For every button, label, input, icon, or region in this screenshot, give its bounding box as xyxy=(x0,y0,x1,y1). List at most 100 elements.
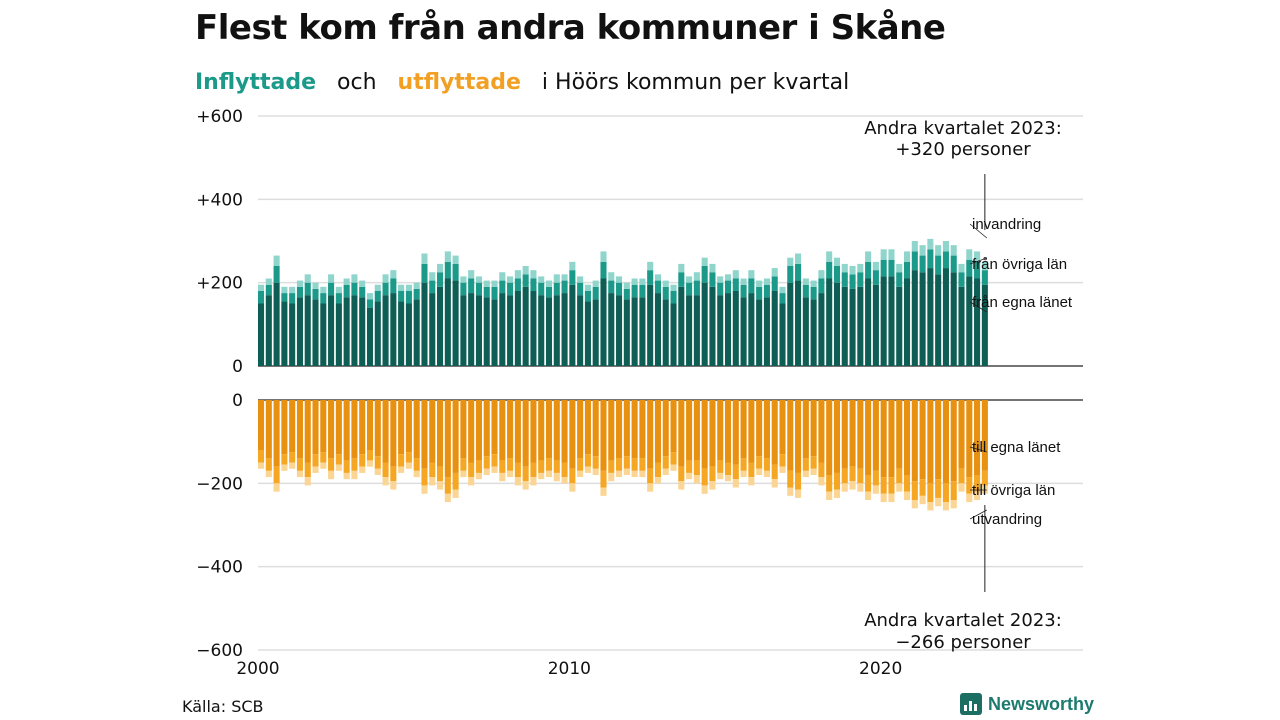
bar-out-0 xyxy=(398,400,405,455)
bar-in-1 xyxy=(709,272,716,287)
bar-in-0 xyxy=(693,295,700,366)
bar-in-2 xyxy=(265,278,272,285)
bar-out-1 xyxy=(366,450,374,461)
bar-out-0 xyxy=(491,400,498,455)
annotation-top-line1: Andra kvartalet 2023: xyxy=(864,118,1062,139)
bar-in-1 xyxy=(693,280,700,296)
bar-in-1 xyxy=(787,265,794,283)
bar-in-0 xyxy=(818,293,825,366)
bar-out-2 xyxy=(966,493,973,503)
bar-out-1 xyxy=(312,454,319,467)
bar-in-0 xyxy=(312,299,319,366)
bar-out-1 xyxy=(896,468,903,484)
bar-out-0 xyxy=(903,400,911,476)
bar-in-0 xyxy=(724,293,732,366)
bar-in-1 xyxy=(561,280,568,294)
bar-out-0 xyxy=(530,400,537,463)
newsworthy-logo[interactable]: Newsworthy xyxy=(960,693,1094,715)
bar-in-0 xyxy=(880,276,887,366)
bar-in-2 xyxy=(530,270,537,279)
bar-in-0 xyxy=(491,299,498,366)
bar-in-0 xyxy=(475,295,482,366)
bar-out-2 xyxy=(693,475,700,484)
bar-out-1 xyxy=(429,462,436,478)
bar-in-2 xyxy=(444,251,451,262)
bar-in-0 xyxy=(561,293,568,366)
bar-out-1 xyxy=(577,458,584,471)
bar-in-2 xyxy=(335,286,342,294)
bar-in-0 xyxy=(273,282,280,366)
bar-in-1 xyxy=(740,284,747,298)
bar-in-0 xyxy=(437,286,444,366)
bar-out-0 xyxy=(553,400,560,461)
bar-in-2 xyxy=(802,278,809,285)
bar-out-2 xyxy=(779,466,786,473)
bar-in-1 xyxy=(483,286,490,298)
bar-out-0 xyxy=(833,400,841,473)
bar-in-0 xyxy=(413,299,420,366)
bar-in-1 xyxy=(390,278,397,294)
bar-in-0 xyxy=(444,278,451,366)
bar-out-2 xyxy=(569,483,576,492)
bar-out-2 xyxy=(771,479,778,488)
bar-out-2 xyxy=(740,470,747,478)
bar-out-2 xyxy=(927,502,934,511)
bar-out-1 xyxy=(289,452,296,463)
bar-in-0 xyxy=(974,278,981,366)
bar-out-0 xyxy=(927,400,934,484)
bar-in-0 xyxy=(545,297,553,366)
bar-out-2 xyxy=(398,466,405,473)
bar-out-0 xyxy=(974,400,981,476)
series-leader-line xyxy=(969,509,988,520)
bar-in-0 xyxy=(320,303,327,366)
bar-out-1 xyxy=(296,458,303,471)
bar-out-0 xyxy=(717,400,724,461)
bar-in-2 xyxy=(437,263,444,273)
bar-in-0 xyxy=(507,295,514,366)
bar-in-1 xyxy=(826,261,833,279)
bar-out-1 xyxy=(911,481,918,501)
bar-out-0 xyxy=(654,400,662,463)
bar-out-0 xyxy=(258,400,265,451)
bar-out-1 xyxy=(888,477,895,494)
bar-out-1 xyxy=(398,454,405,467)
bar-in-2 xyxy=(639,278,646,285)
bar-in-0 xyxy=(304,295,311,366)
y-tick-label: 0 xyxy=(232,391,243,411)
bar-in-1 xyxy=(460,282,467,296)
bar-in-0 xyxy=(335,303,342,366)
bar-in-0 xyxy=(328,295,335,366)
bar-in-1 xyxy=(281,293,288,302)
bar-in-2 xyxy=(841,263,848,273)
bar-out-1 xyxy=(981,470,988,486)
bar-in-1 xyxy=(686,282,693,296)
bar-out-1 xyxy=(460,458,467,471)
series-label: invandring xyxy=(972,216,1041,233)
bar-in-0 xyxy=(382,295,389,366)
bar-out-0 xyxy=(405,400,412,453)
subtitle-och: och xyxy=(337,70,377,95)
bar-out-0 xyxy=(538,400,545,461)
bar-out-0 xyxy=(686,400,693,461)
bar-in-1 xyxy=(966,259,973,277)
bar-out-1 xyxy=(382,462,389,478)
bar-in-0 xyxy=(771,290,778,366)
bar-out-1 xyxy=(405,452,412,463)
bar-out-2 xyxy=(320,462,327,469)
bar-out-2 xyxy=(763,470,770,478)
bar-in-1 xyxy=(857,272,864,287)
bar-in-0 xyxy=(421,282,428,366)
bar-out-2 xyxy=(950,500,957,509)
bar-in-2 xyxy=(974,251,981,262)
bar-in-1 xyxy=(872,270,879,285)
subtitle-inflyttade: Inflyttade xyxy=(195,70,317,95)
bar-in-0 xyxy=(872,284,879,366)
bar-out-1 xyxy=(841,468,848,484)
bar-out-1 xyxy=(258,450,265,463)
bar-in-1 xyxy=(810,286,817,300)
bar-in-0 xyxy=(592,299,599,366)
bar-in-0 xyxy=(935,274,942,366)
bar-out-0 xyxy=(460,400,467,459)
bar-in-0 xyxy=(584,301,591,366)
